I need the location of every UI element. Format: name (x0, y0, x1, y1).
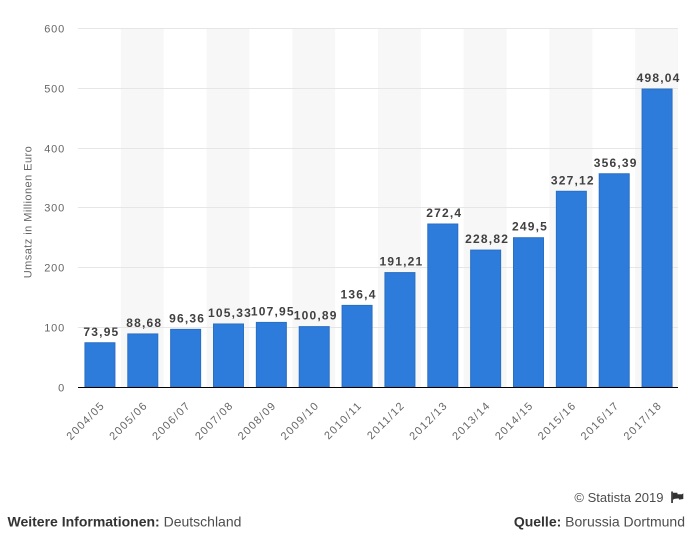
svg-text:136,4: 136,4 (341, 287, 377, 301)
svg-text:300: 300 (44, 203, 65, 215)
svg-text:191,21: 191,21 (379, 255, 423, 269)
svg-text:96,36: 96,36 (169, 311, 205, 325)
svg-text:2006/07: 2006/07 (150, 400, 193, 443)
svg-text:272,4: 272,4 (426, 206, 462, 220)
svg-text:2012/13: 2012/13 (407, 400, 450, 443)
svg-text:2016/17: 2016/17 (579, 400, 622, 443)
svg-text:249,5: 249,5 (512, 220, 548, 234)
svg-text:73,95: 73,95 (83, 325, 119, 339)
svg-text:2017/18: 2017/18 (622, 400, 665, 443)
svg-text:2009/10: 2009/10 (279, 400, 322, 443)
svg-text:2013/14: 2013/14 (450, 400, 493, 443)
svg-text:2011/12: 2011/12 (365, 400, 407, 442)
svg-text:200: 200 (44, 263, 65, 275)
svg-text:88,68: 88,68 (126, 316, 162, 330)
svg-text:2014/15: 2014/15 (493, 400, 536, 443)
svg-text:105,33: 105,33 (208, 306, 252, 320)
svg-text:500: 500 (44, 84, 65, 96)
svg-text:Umsatz in Millionen Euro: Umsatz in Millionen Euro (23, 146, 35, 278)
svg-text:400: 400 (44, 144, 65, 156)
svg-text:100,89: 100,89 (294, 309, 338, 323)
svg-text:0: 0 (58, 383, 65, 395)
svg-text:2005/06: 2005/06 (107, 400, 150, 443)
svg-text:228,82: 228,82 (465, 232, 509, 246)
svg-text:2010/11: 2010/11 (322, 400, 364, 442)
svg-text:498,04: 498,04 (637, 71, 681, 85)
svg-text:2004/05: 2004/05 (65, 400, 108, 443)
svg-text:Quelle: Borussia Dortmund: Quelle: Borussia Dortmund (514, 514, 685, 530)
svg-text:2008/09: 2008/09 (236, 400, 279, 443)
svg-text:© Statista 2019: © Statista 2019 (574, 490, 663, 505)
svg-text:2015/16: 2015/16 (536, 400, 579, 443)
svg-text:600: 600 (44, 24, 65, 36)
svg-text:2007/08: 2007/08 (193, 400, 236, 443)
svg-text:Weitere Informationen: Deutsch: Weitere Informationen: Deutschland (8, 514, 242, 530)
svg-text:100: 100 (44, 323, 65, 335)
svg-text:327,12: 327,12 (551, 173, 595, 187)
svg-text:107,95: 107,95 (251, 304, 295, 318)
svg-text:356,39: 356,39 (594, 156, 638, 170)
